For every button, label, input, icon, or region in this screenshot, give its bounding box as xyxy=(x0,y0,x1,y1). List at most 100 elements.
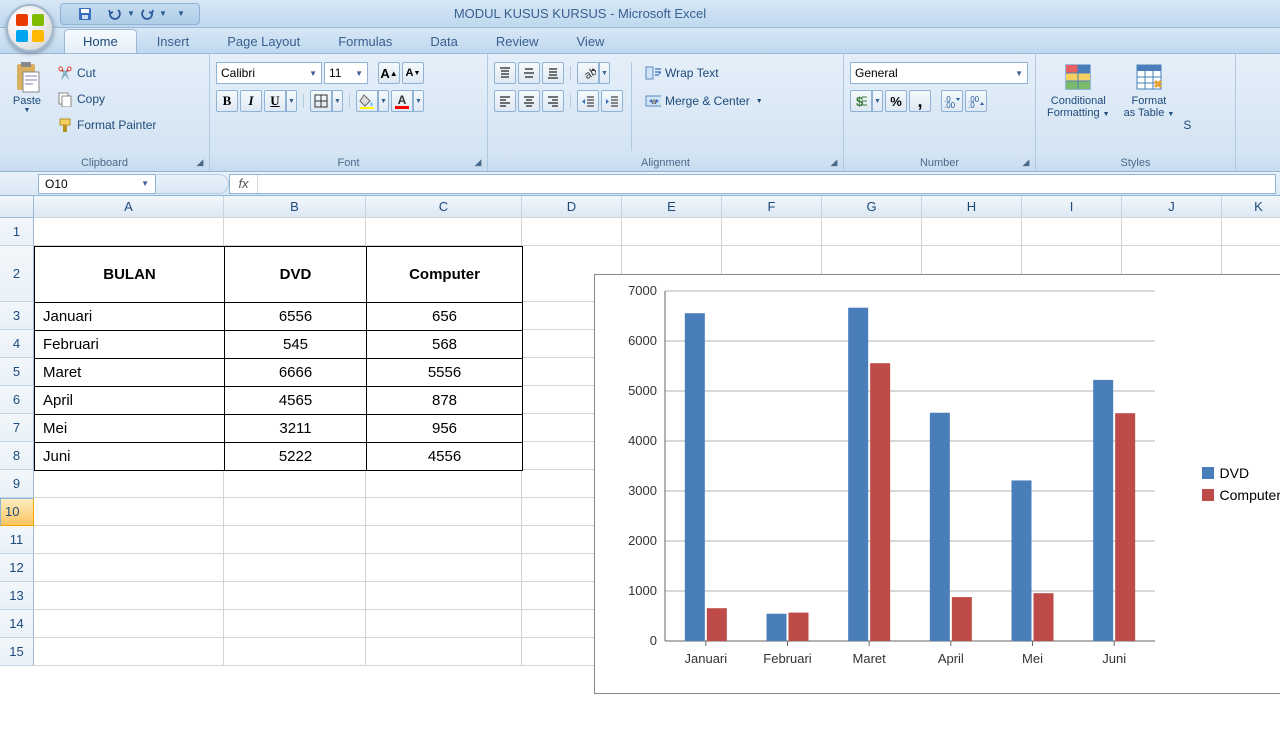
table-cell[interactable]: 545 xyxy=(225,331,367,359)
fill-color-button[interactable] xyxy=(356,90,378,112)
redo-button[interactable] xyxy=(137,5,157,23)
col-header-J[interactable]: J xyxy=(1122,196,1222,218)
table-cell[interactable]: 878 xyxy=(367,387,523,415)
align-right-button[interactable] xyxy=(542,90,564,112)
row-header-6[interactable]: 6 xyxy=(0,386,34,414)
currency-dropdown[interactable]: ▼ xyxy=(872,90,883,112)
col-header-F[interactable]: F xyxy=(722,196,822,218)
conditional-formatting-button[interactable]: ConditionalFormatting ▼ xyxy=(1042,58,1115,122)
table-cell[interactable]: 6556 xyxy=(225,303,367,331)
qat-customize[interactable]: ▼ xyxy=(177,9,191,18)
wrap-text-button[interactable]: Wrap Text xyxy=(640,62,768,84)
table-cell[interactable]: 656 xyxy=(367,303,523,331)
chart[interactable]: 01000200030004000500060007000JanuariFebr… xyxy=(594,274,1280,694)
table-cell[interactable]: 4565 xyxy=(225,387,367,415)
col-header-C[interactable]: C xyxy=(366,196,522,218)
paste-button[interactable]: Paste ▼ xyxy=(6,58,48,117)
tab-view[interactable]: View xyxy=(559,30,623,53)
table-cell[interactable]: 568 xyxy=(367,331,523,359)
redo-dropdown[interactable]: ▼ xyxy=(159,9,167,18)
decrease-decimal-button[interactable]: .00.0 xyxy=(965,90,987,112)
font-color-dropdown[interactable]: ▼ xyxy=(413,90,424,112)
bold-button[interactable]: B xyxy=(216,90,238,112)
italic-button[interactable]: I xyxy=(240,90,262,112)
cut-button[interactable]: ✂️ Cut xyxy=(52,62,161,84)
table-cell[interactable]: April xyxy=(35,387,225,415)
format-painter-button[interactable]: Format Painter xyxy=(52,114,161,136)
fx-icon[interactable]: fx xyxy=(230,175,258,193)
percent-button[interactable]: % xyxy=(885,90,907,112)
formula-input-area[interactable]: fx xyxy=(229,174,1276,194)
row-header-15[interactable]: 15 xyxy=(0,638,34,666)
row-header-1[interactable]: 1 xyxy=(0,218,34,246)
increase-decimal-button[interactable]: .0.00 xyxy=(941,90,963,112)
tab-page-layout[interactable]: Page Layout xyxy=(209,30,318,53)
save-button[interactable] xyxy=(75,5,95,23)
col-header-I[interactable]: I xyxy=(1022,196,1122,218)
grow-font-button[interactable]: A▲ xyxy=(378,62,400,84)
select-all-corner[interactable] xyxy=(0,196,34,218)
undo-dropdown[interactable]: ▼ xyxy=(127,9,135,18)
number-launcher[interactable]: ◢ xyxy=(1019,155,1033,169)
align-left-button[interactable] xyxy=(494,90,516,112)
row-header-13[interactable]: 13 xyxy=(0,582,34,610)
align-bottom-button[interactable] xyxy=(542,62,564,84)
col-header-K[interactable]: K xyxy=(1222,196,1280,218)
row-header-7[interactable]: 7 xyxy=(0,414,34,442)
undo-button[interactable] xyxy=(105,5,125,23)
table-cell[interactable]: Januari xyxy=(35,303,225,331)
font-size-select[interactable]: 11▼ xyxy=(324,62,368,84)
number-format-select[interactable]: General▼ xyxy=(850,62,1028,84)
orientation-button[interactable]: ab xyxy=(577,62,599,84)
row-header-12[interactable]: 12 xyxy=(0,554,34,582)
align-top-button[interactable] xyxy=(494,62,516,84)
table-cell[interactable]: 5556 xyxy=(367,359,523,387)
table-cell[interactable]: 5222 xyxy=(225,443,367,471)
currency-button[interactable]: $ xyxy=(850,90,872,112)
tab-data[interactable]: Data xyxy=(412,30,475,53)
decrease-indent-button[interactable] xyxy=(577,90,599,112)
row-header-8[interactable]: 8 xyxy=(0,442,34,470)
col-header-G[interactable]: G xyxy=(822,196,922,218)
col-header-E[interactable]: E xyxy=(622,196,722,218)
tab-formulas[interactable]: Formulas xyxy=(320,30,410,53)
col-header-B[interactable]: B xyxy=(224,196,366,218)
align-middle-button[interactable] xyxy=(518,62,540,84)
underline-button[interactable]: U xyxy=(264,90,286,112)
fill-color-dropdown[interactable]: ▼ xyxy=(378,90,389,112)
table-cell[interactable]: Mei xyxy=(35,415,225,443)
col-header-D[interactable]: D xyxy=(522,196,622,218)
increase-indent-button[interactable] xyxy=(601,90,623,112)
tab-home[interactable]: Home xyxy=(64,29,137,53)
format-as-table-button[interactable]: Formatas Table ▼ xyxy=(1119,58,1180,122)
table-cell[interactable]: Juni xyxy=(35,443,225,471)
row-header-10[interactable]: 10 xyxy=(0,498,34,526)
row-header-3[interactable]: 3 xyxy=(0,302,34,330)
row-header-14[interactable]: 14 xyxy=(0,610,34,638)
name-box[interactable]: O10 ▼ xyxy=(38,174,156,194)
row-header-9[interactable]: 9 xyxy=(0,470,34,498)
merge-center-button[interactable]: a Merge & Center ▼ xyxy=(640,90,768,112)
row-header-4[interactable]: 4 xyxy=(0,330,34,358)
table-cell[interactable]: 956 xyxy=(367,415,523,443)
underline-dropdown[interactable]: ▼ xyxy=(286,90,297,112)
table-cell[interactable]: Februari xyxy=(35,331,225,359)
font-color-button[interactable]: A xyxy=(391,90,413,112)
office-button[interactable] xyxy=(6,4,54,52)
table-cell[interactable]: 3211 xyxy=(225,415,367,443)
align-center-button[interactable] xyxy=(518,90,540,112)
orientation-dropdown[interactable]: ▼ xyxy=(599,62,610,84)
table-cell[interactable]: 4556 xyxy=(367,443,523,471)
copy-button[interactable]: Copy xyxy=(52,88,161,110)
font-name-select[interactable]: Calibri▼ xyxy=(216,62,322,84)
row-header-11[interactable]: 11 xyxy=(0,526,34,554)
table-cell[interactable]: 6666 xyxy=(225,359,367,387)
col-header-H[interactable]: H xyxy=(922,196,1022,218)
row-header-5[interactable]: 5 xyxy=(0,358,34,386)
clipboard-launcher[interactable]: ◢ xyxy=(193,155,207,169)
borders-button[interactable] xyxy=(310,90,332,112)
borders-dropdown[interactable]: ▼ xyxy=(332,90,343,112)
col-header-A[interactable]: A xyxy=(34,196,224,218)
tab-review[interactable]: Review xyxy=(478,30,557,53)
font-launcher[interactable]: ◢ xyxy=(471,155,485,169)
